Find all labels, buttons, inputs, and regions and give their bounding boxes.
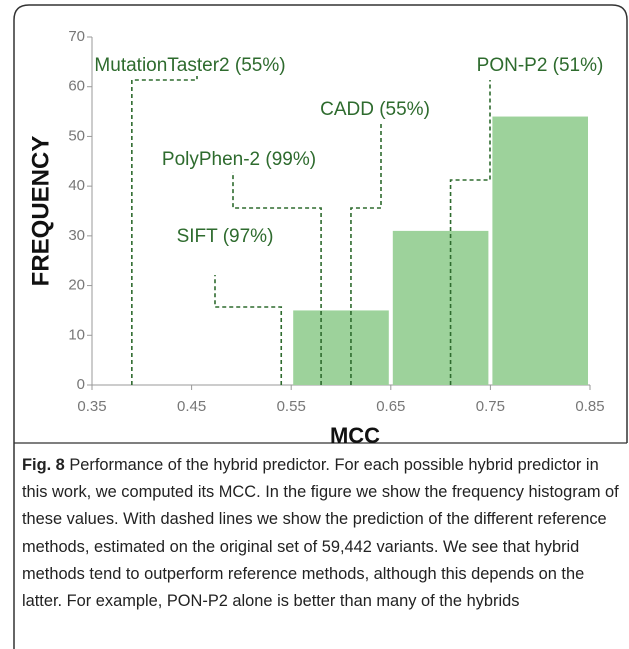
reference-label: MutationTaster2 (55%) xyxy=(94,55,285,76)
bar xyxy=(392,230,489,385)
x-tick-label: 0.65 xyxy=(376,398,405,415)
reference-line xyxy=(131,76,198,385)
bar xyxy=(492,116,588,386)
bar xyxy=(293,310,389,385)
y-tick-label: 30 xyxy=(68,227,85,244)
y-tick-label: 70 xyxy=(68,28,85,45)
y-tick-label: 60 xyxy=(68,78,85,95)
y-axis-label: FREQUENCY xyxy=(27,136,54,287)
figure-border xyxy=(13,4,628,443)
y-tick-label: 40 xyxy=(68,177,85,194)
x-axis-label: MCC xyxy=(330,423,380,448)
reference-label: PolyPhen-2 (99%) xyxy=(162,149,316,170)
reference-line xyxy=(350,122,382,385)
y-tick-label: 50 xyxy=(68,127,85,144)
x-tick-label: 0.35 xyxy=(77,398,106,415)
y-tick-label: 0 xyxy=(77,376,85,393)
caption: Fig. 8 Performance of the hybrid predict… xyxy=(22,452,620,615)
x-tick-label: 0.85 xyxy=(575,398,604,415)
reference-line xyxy=(214,275,283,385)
caption-label: Fig. 8 xyxy=(22,456,65,474)
reference-label: SIFT (97%) xyxy=(177,226,274,247)
caption-text: Performance of the hybrid predictor. For… xyxy=(22,456,619,611)
x-tick-label: 0.75 xyxy=(476,398,505,415)
x-tick-label: 0.55 xyxy=(277,398,306,415)
reference-line xyxy=(449,80,491,385)
y-tick-label: 20 xyxy=(68,277,85,294)
y-tick-label: 10 xyxy=(68,326,85,343)
x-tick-label: 0.45 xyxy=(177,398,206,415)
reference-label: CADD (55%) xyxy=(320,99,430,120)
reference-label: PON-P2 (51%) xyxy=(477,55,604,76)
reference-line xyxy=(232,172,322,385)
